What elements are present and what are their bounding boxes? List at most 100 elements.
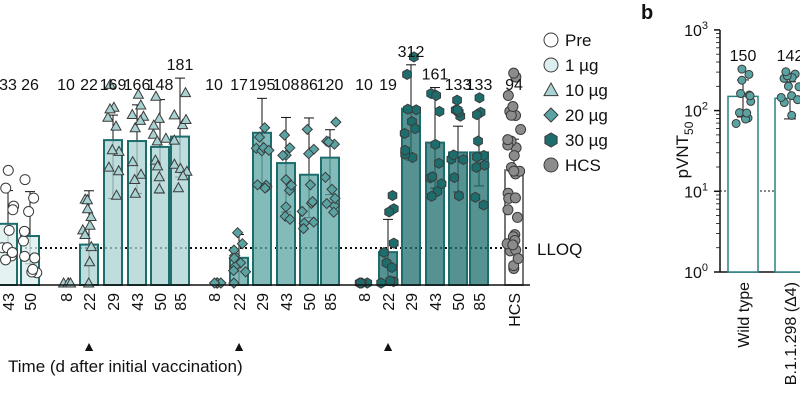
bar-group: 108 43	[273, 77, 300, 311]
data-point	[280, 173, 292, 186]
gmt-label: 148	[147, 77, 174, 94]
legend-entry: 20 µg	[543, 106, 608, 125]
data-point	[126, 108, 139, 119]
y-tick-label: 102	[684, 101, 708, 121]
data-point	[28, 192, 40, 204]
legend-label: Pre	[565, 31, 591, 50]
data-point	[306, 195, 319, 208]
data-point	[502, 134, 514, 146]
bar	[469, 151, 489, 286]
x-tick-label: 22	[82, 293, 99, 311]
bar-group: 195 29	[249, 77, 276, 311]
data-point	[508, 67, 520, 79]
x-tick-label: 50	[153, 293, 170, 311]
data-point	[147, 119, 160, 130]
data-point	[134, 98, 147, 110]
data-point	[737, 75, 747, 85]
y-tick-label: 101	[684, 181, 708, 201]
legend-marker	[543, 107, 559, 123]
panel-b-letter: b	[641, 2, 653, 24]
bar	[170, 135, 190, 286]
x-tick-label: 29	[404, 293, 421, 311]
data-point	[403, 103, 413, 115]
bar-group: 26 50	[17, 77, 43, 311]
data-point	[794, 82, 800, 92]
data-point	[0, 182, 12, 194]
data-point	[509, 192, 521, 204]
legend-label: HCS	[565, 156, 601, 175]
data-point	[263, 144, 275, 157]
data-point	[153, 170, 166, 182]
data-point	[177, 169, 189, 181]
data-point	[110, 189, 123, 200]
gmt-label: 33	[0, 77, 17, 94]
gmt-label: 133	[466, 77, 493, 94]
gmt-label: 181	[167, 57, 194, 74]
data-point	[507, 239, 519, 251]
y-tick-label: 103	[684, 20, 708, 40]
data-point	[502, 204, 514, 216]
data-point	[227, 264, 240, 277]
gmt-label: 86	[300, 77, 318, 94]
data-point	[473, 135, 483, 147]
x-axis-label-a: Time (d after initial vaccination)	[8, 357, 243, 376]
data-point	[426, 190, 437, 202]
data-point	[472, 109, 482, 121]
x-tick-label: HCS	[507, 293, 524, 327]
data-point	[251, 179, 264, 191]
x-tick-label: 22	[232, 293, 249, 311]
data-point	[434, 105, 445, 117]
data-point	[745, 91, 755, 101]
legend-label: 20 µg	[565, 106, 608, 125]
data-point	[322, 136, 335, 148]
data-point	[427, 171, 438, 183]
data-point	[106, 143, 119, 155]
bar-group-b: 142 B.1.1.298 (Δ4)	[774, 48, 800, 385]
data-point	[258, 121, 271, 134]
x-tick-label: 8	[357, 293, 374, 302]
data-point	[379, 246, 389, 259]
data-point	[787, 110, 797, 120]
data-point	[388, 237, 399, 249]
data-point	[17, 235, 29, 247]
boost-marker: ▲	[232, 338, 246, 354]
legend-marker	[543, 32, 559, 48]
data-point	[280, 201, 292, 213]
bar-group: 33 43	[0, 77, 20, 311]
legend-marker	[543, 81, 559, 97]
gmt-label: 22	[80, 77, 98, 94]
data-point	[259, 182, 271, 194]
x-tick-label: 85	[472, 293, 489, 311]
data-point	[329, 192, 341, 205]
data-point	[23, 206, 35, 218]
gmt-label: 94	[505, 77, 523, 94]
data-point	[742, 108, 752, 118]
data-point	[387, 261, 397, 274]
gmt-label: 133	[445, 77, 472, 94]
x-tick-label: 50	[451, 293, 468, 311]
data-point	[744, 69, 754, 79]
bar-group: 166 43	[124, 77, 151, 311]
value-label: 142	[777, 48, 800, 65]
data-point	[160, 132, 172, 143]
data-point	[103, 161, 115, 172]
gmt-label: 10	[205, 77, 223, 94]
data-point	[18, 225, 30, 237]
data-point	[449, 172, 460, 184]
data-point	[151, 159, 164, 171]
data-point	[478, 199, 489, 211]
data-point	[236, 237, 249, 250]
legend-marker	[543, 157, 559, 173]
data-point	[128, 173, 141, 184]
data-point	[452, 94, 462, 106]
data-point	[321, 197, 333, 210]
data-point	[384, 206, 394, 218]
data-point	[3, 224, 15, 236]
data-point	[135, 168, 147, 179]
gmt-label: 312	[398, 44, 425, 61]
x-tick-label: 22	[381, 293, 398, 311]
data-point	[783, 81, 793, 91]
data-point	[307, 216, 320, 228]
data-point	[284, 142, 296, 154]
